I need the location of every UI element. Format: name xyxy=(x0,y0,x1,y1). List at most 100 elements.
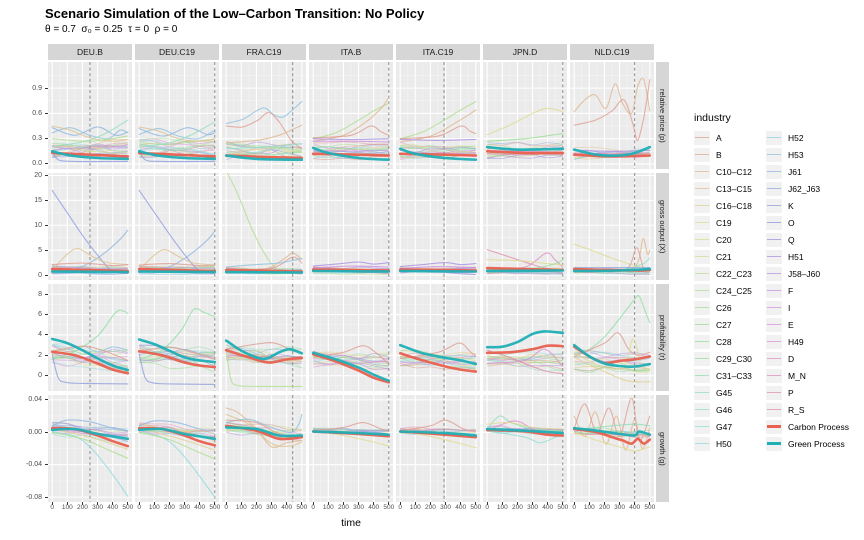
panel-canvas-FRA.C19-X xyxy=(222,173,306,280)
x-axis-tick-label: 300 xyxy=(266,504,277,511)
x-axis-tick-mark xyxy=(603,502,605,505)
x-axis-tick-label: 100 xyxy=(496,504,508,511)
legend-entry-Carbon Process: Carbon Process xyxy=(766,419,849,434)
legend-key-swatch xyxy=(766,334,782,349)
y-axis-tick-label: -0.04 xyxy=(26,461,42,469)
x-axis-tick-mark xyxy=(199,502,201,505)
x-axis-tick-mark xyxy=(301,502,303,505)
legend-key-swatch xyxy=(766,351,782,366)
legend-key-line xyxy=(767,187,781,190)
legend-entry-C24_C25: C24_C25 xyxy=(694,283,752,298)
y-axis-tick-label: 4 xyxy=(38,331,42,339)
legend-entry-G47: G47 xyxy=(694,419,732,434)
facet-panel-DEU.C19-r xyxy=(135,284,219,391)
x-axis-tick-label: 400 xyxy=(542,504,554,511)
legend-key-line xyxy=(695,374,709,377)
legend-entry-label: J62_J63 xyxy=(788,183,821,194)
x-axis-tick-label: 200 xyxy=(512,504,523,511)
legend-key-swatch xyxy=(694,419,710,434)
legend-entry-J58–J60: J58–J60 xyxy=(766,266,820,281)
legend-key-line xyxy=(767,153,781,156)
panel-canvas-ITA.B-X xyxy=(309,173,393,280)
legend-key-line xyxy=(767,323,781,326)
facet-panel-JPN.D-g xyxy=(483,395,567,502)
x-axis-tick-label: 300 xyxy=(440,504,451,511)
x-axis-tick-mark xyxy=(373,502,375,505)
legend-entry-D: D xyxy=(766,351,794,366)
x-axis-tick-mark xyxy=(112,502,114,505)
x-axis-tick-label: 500 xyxy=(383,504,395,511)
x-axis-tick-label: 0 xyxy=(572,504,576,511)
legend-entry-J62_J63: J62_J63 xyxy=(766,181,820,196)
legend-entry-label: C24_C25 xyxy=(716,285,752,296)
y-axis-tick-mark xyxy=(45,334,48,336)
legend-entry-label: C27 xyxy=(716,319,732,330)
y-axis-tick-mark xyxy=(45,224,48,226)
legend-key-swatch xyxy=(766,232,782,247)
x-axis-tick-label: 0 xyxy=(137,504,141,511)
facet-col-strip-ITA.C19: ITA.C19 xyxy=(396,44,480,60)
legend-key-swatch xyxy=(694,249,710,264)
legend-key-swatch xyxy=(694,215,710,230)
legend-key-swatch xyxy=(694,232,710,247)
legend-key-line xyxy=(767,306,781,309)
legend-entry-H49: H49 xyxy=(766,334,804,349)
x-axis-tick-mark xyxy=(634,502,636,505)
facet-row-strip-p: relative price (p) xyxy=(656,62,669,169)
legend-key-swatch xyxy=(694,164,710,179)
legend-key-swatch xyxy=(694,317,710,332)
panel-canvas-ITA.C19-g xyxy=(396,395,480,502)
panel-canvas-DEU.B-r xyxy=(48,284,132,391)
x-axis-tick-mark xyxy=(168,502,170,505)
legend-entry-C16–C18: C16–C18 xyxy=(694,198,752,213)
y-axis-tick-label: 0.0 xyxy=(32,160,42,168)
facet-row-strip-r: profitability (r) xyxy=(656,284,669,391)
facet-col-strip-NLD.C19: NLD.C19 xyxy=(570,44,654,60)
y-axis-tick-mark xyxy=(45,249,48,251)
y-axis-tick-mark xyxy=(45,199,48,201)
legend-entry-label: A xyxy=(716,132,722,143)
panel-canvas-NLD.C19-p xyxy=(570,62,654,169)
x-axis-tick-mark xyxy=(388,502,390,505)
y-axis-tick-label: 0.9 xyxy=(32,84,42,92)
legend-entry-R_S: R_S xyxy=(766,402,805,417)
y-axis-tick-mark xyxy=(45,138,48,140)
panel-canvas-NLD.C19-r xyxy=(570,284,654,391)
y-axis-tick-label: 2 xyxy=(38,351,42,359)
y-axis-tick-mark xyxy=(45,399,48,401)
legend-entry-label: H49 xyxy=(788,336,804,347)
x-axis-tick-label: 100 xyxy=(409,504,421,511)
y-axis-tick-mark xyxy=(45,375,48,377)
x-axis-tick-mark xyxy=(184,502,186,505)
y-axis-tick-label: 10 xyxy=(34,221,42,229)
x-axis-tick-mark xyxy=(66,502,68,505)
legend-key-line xyxy=(695,425,709,428)
legend-key-line xyxy=(767,136,781,139)
legend-key-swatch xyxy=(694,283,710,298)
x-axis-tick-label: 400 xyxy=(107,504,119,511)
x-axis-tick-label: 500 xyxy=(296,504,308,511)
legend-key-swatch xyxy=(766,368,782,383)
legend-key-line xyxy=(695,306,709,309)
legend-entry-I: I xyxy=(766,300,790,315)
panel-canvas-JPN.D-g xyxy=(483,395,567,502)
legend-entry-H50: H50 xyxy=(694,436,732,451)
y-axis-tick-mark xyxy=(45,496,48,498)
panel-canvas-DEU.C19-X xyxy=(135,173,219,280)
panel-canvas-ITA.B-p xyxy=(309,62,393,169)
legend-key-swatch xyxy=(766,266,782,281)
x-axis-tick-mark xyxy=(51,502,53,505)
x-axis-tick-mark xyxy=(619,502,621,505)
legend-entry-H53: H53 xyxy=(766,147,804,162)
legend-key-swatch xyxy=(766,181,782,196)
legend-key-line xyxy=(695,357,709,360)
facet-panel-DEU.B-r xyxy=(48,284,132,391)
x-axis-tick-mark xyxy=(286,502,288,505)
legend-key-swatch xyxy=(694,402,710,417)
legend-key-line xyxy=(695,340,709,343)
legend-key-line xyxy=(695,204,709,207)
legend-entry-label: O xyxy=(788,217,795,228)
legend-entry-label: F xyxy=(788,285,794,296)
facet-col-strip-DEU.C19: DEU.C19 xyxy=(135,44,219,60)
legend-entry-label: C22_C23 xyxy=(716,268,752,279)
